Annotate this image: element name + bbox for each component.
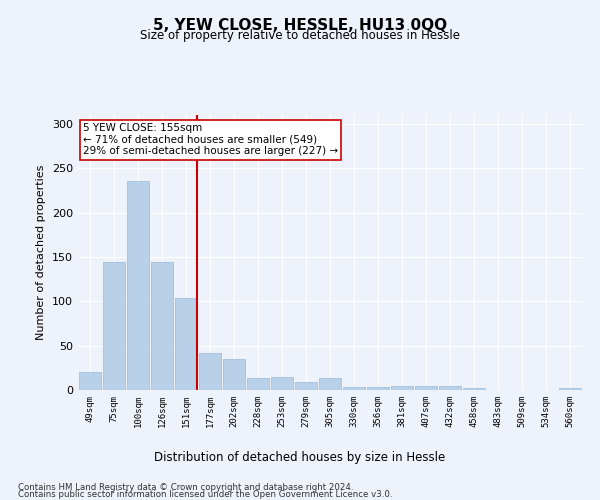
Bar [151,262,173,390]
Text: Contains HM Land Registry data © Crown copyright and database right 2024.: Contains HM Land Registry data © Crown c… [18,484,353,492]
Bar [199,352,221,390]
Bar [247,378,269,390]
Bar [295,382,317,390]
Bar [271,376,293,390]
Text: 5, YEW CLOSE, HESSLE, HU13 0QQ: 5, YEW CLOSE, HESSLE, HU13 0QQ [153,18,447,32]
Text: Contains public sector information licensed under the Open Government Licence v3: Contains public sector information licen… [18,490,392,499]
Bar [103,262,125,390]
Text: 5 YEW CLOSE: 155sqm
← 71% of detached houses are smaller (549)
29% of semi-detac: 5 YEW CLOSE: 155sqm ← 71% of detached ho… [83,123,338,156]
Bar [79,372,101,390]
Bar [127,180,149,390]
Bar [319,378,341,390]
Bar [343,388,365,390]
Bar [559,388,581,390]
Bar [391,386,413,390]
Bar [175,298,197,390]
Bar [463,388,485,390]
Bar [439,386,461,390]
Text: Size of property relative to detached houses in Hessle: Size of property relative to detached ho… [140,29,460,42]
Text: Distribution of detached houses by size in Hessle: Distribution of detached houses by size … [154,451,446,464]
Bar [367,388,389,390]
Y-axis label: Number of detached properties: Number of detached properties [37,165,46,340]
Bar [415,386,437,390]
Bar [223,359,245,390]
